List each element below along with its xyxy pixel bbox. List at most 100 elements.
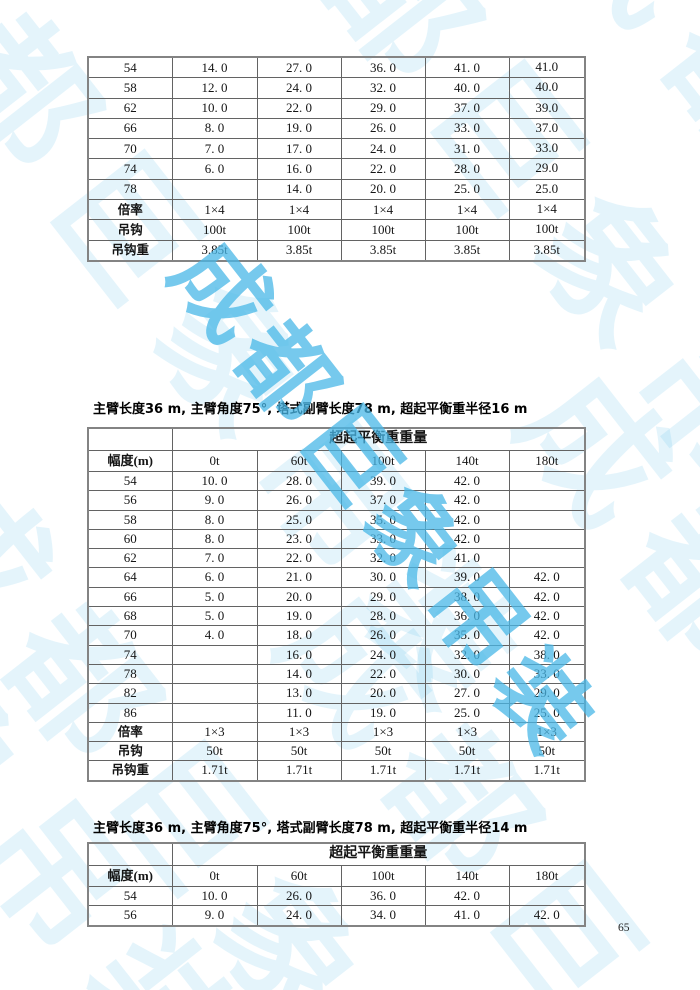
table-row: 78 14. 0 20. 0 25. 0 25.0 [87, 178, 586, 201]
table-cell [508, 528, 586, 550]
table-cell [508, 490, 586, 511]
table-cell: 33. 0 [508, 663, 586, 685]
table-row: 倍率 1×3 1×3 1×3 1×3 1×3 [87, 721, 586, 743]
table-cell: 29.0 [508, 158, 586, 180]
table-cell: 40.0 [508, 77, 586, 99]
row-label: 64 [87, 567, 173, 588]
column-header: 0t [171, 864, 258, 887]
row-label: 78 [87, 663, 173, 685]
table-cell: 38. 0 [424, 586, 510, 608]
table-row: 58 8. 0 25. 0 35. 0 42. 0 [87, 509, 586, 530]
table-cell: 32. 0 [340, 77, 426, 99]
table-cell: 1.71t [340, 760, 426, 782]
table-cell: 1×4 [256, 199, 342, 221]
table-cell: 1×4 [424, 199, 510, 221]
table-cell: 1.71t [256, 760, 342, 782]
table-cell: 14. 0 [256, 178, 342, 201]
table-cell: 39. 0 [424, 567, 510, 588]
table-cell: 25. 0 [424, 178, 510, 201]
table-cell: 14. 0 [171, 56, 258, 79]
table-row: 56 9. 0 24. 0 34. 0 41. 0 42. 0 [87, 905, 586, 927]
table-cell: 6. 0 [171, 567, 258, 588]
table-cell: 41. 0 [424, 905, 510, 927]
table-cell: 5. 0 [171, 606, 258, 627]
table-cell: 100t [508, 219, 586, 241]
table-cell: 25.0 [508, 178, 586, 201]
table-cell: 1×3 [340, 721, 426, 743]
table-row: 吊钩 50t 50t 50t 50t 50t [87, 741, 586, 762]
table-row: 64 6. 0 21. 0 30. 0 39. 0 42. 0 [87, 567, 586, 588]
table-cell: 13. 0 [256, 683, 342, 704]
table-cell: 41. 0 [424, 56, 510, 79]
table-cell: 42. 0 [424, 885, 510, 907]
table-cell: 35. 0 [424, 625, 510, 646]
table-cell: 16. 0 [256, 158, 342, 180]
table-cell: 20. 0 [256, 586, 342, 608]
table-cell: 24. 0 [256, 905, 342, 927]
table-cell: 6. 0 [171, 158, 258, 180]
table-row: 58 12. 0 24. 0 32. 0 40. 0 40.0 [87, 77, 586, 99]
table-cell [171, 644, 258, 665]
column-header: 180t [508, 449, 586, 472]
row-label: 54 [87, 885, 173, 907]
table-cell: 100t [171, 219, 258, 241]
row-label: 82 [87, 683, 173, 704]
table-cell: 42. 0 [424, 470, 510, 492]
load-chart-table-top: 54 14. 0 27. 0 36. 0 41. 0 41.0 58 12. 0 24. 0 32… [87, 56, 586, 262]
table-cell: 42. 0 [424, 490, 510, 511]
table-cell: 27. 0 [424, 683, 510, 704]
table-cell: 29. 0 [340, 97, 426, 119]
table-cell: 32. 0 [340, 548, 426, 569]
section-heading-radius-14m: 主臂长度36 m, 主臂角度75°, 塔式副臂长度78 m, 超起平衡重半径14… [93, 821, 528, 836]
merged-header-cell: 超起平衡重重量 [171, 842, 586, 866]
table-cell: 33. 0 [340, 528, 426, 550]
table-cell: 1.71t [508, 760, 586, 782]
table-cell: 3.85t [424, 239, 510, 262]
table-cell: 1×3 [171, 721, 258, 743]
table-column-header-row: 幅度(m) 0t 60t 100t 140t 180t [87, 449, 586, 472]
table-cell: 50t [256, 741, 342, 762]
table-row: 66 5. 0 20. 0 29. 0 38. 0 42. 0 [87, 586, 586, 608]
table-cell: 34. 0 [340, 905, 426, 927]
table-cell: 50t [340, 741, 426, 762]
table-cell: 42. 0 [508, 625, 586, 646]
table-cell: 8. 0 [171, 528, 258, 550]
table-cell: 22. 0 [340, 663, 426, 685]
column-header: 100t [340, 864, 426, 887]
table-cell: 36. 0 [340, 885, 426, 907]
table-cell: 28. 0 [424, 158, 510, 180]
table-cell: 29. 0 [508, 683, 586, 704]
column-header: 幅度(m) [87, 864, 173, 887]
table-cell: 1×3 [424, 721, 510, 743]
column-header: 60t [256, 449, 342, 472]
table-cell: 17. 0 [256, 138, 342, 160]
merged-header-cell: 超起平衡重重量 [171, 427, 586, 451]
table-cell: 26. 0 [256, 885, 342, 907]
table-cell: 19. 0 [256, 606, 342, 627]
table-cell: 42. 0 [424, 528, 510, 550]
table-cell: 19. 0 [340, 702, 426, 723]
table-cell: 29. 0 [340, 586, 426, 608]
table-cell: 100t [424, 219, 510, 241]
table-cell: 26. 0 [340, 625, 426, 646]
table-cell: 33.0 [508, 138, 586, 160]
table-row: 吊钩重 3.85t 3.85t 3.85t 3.85t 3.85t [87, 239, 586, 262]
table-row: 74 16. 0 24. 0 32. 0 38. 0 [87, 644, 586, 665]
table-cell: 28. 0 [256, 470, 342, 492]
table-cell [508, 509, 586, 530]
table-cell [508, 885, 586, 907]
table-cell: 100t [256, 219, 342, 241]
table-cell: 18. 0 [256, 625, 342, 646]
table-cell: 36. 0 [424, 606, 510, 627]
table-cell [171, 683, 258, 704]
table-cell: 41. 0 [424, 548, 510, 569]
table-cell: 4. 0 [171, 625, 258, 646]
table-cell [171, 663, 258, 685]
row-label: 78 [87, 178, 173, 201]
row-label: 66 [87, 117, 173, 140]
table-cell: 10. 0 [171, 470, 258, 492]
column-header: 140t [424, 449, 510, 472]
table-cell: 42. 0 [424, 509, 510, 530]
table-row: 吊钩 100t 100t 100t 100t 100t [87, 219, 586, 241]
